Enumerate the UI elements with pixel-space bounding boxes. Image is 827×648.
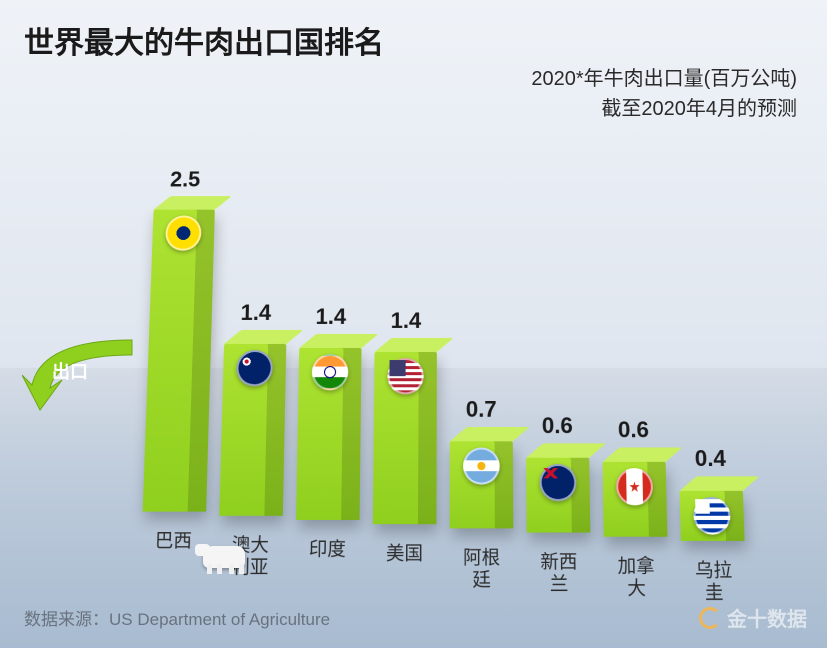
bar-value: 0.4 [678,445,742,472]
watermark-icon [699,607,721,629]
bar-category: 新西兰 [527,551,591,595]
bar-arg: 0.7阿根廷 [450,441,514,528]
bar-value: 0.7 [450,396,513,422]
bar-category: 印度 [295,539,359,561]
bar-category: 阿根廷 [450,547,514,591]
bar-value: 1.4 [300,304,362,330]
bar-nz: 0.6新西兰 [526,458,590,533]
bar-can: 0.6加拿大 [603,462,668,537]
flag-nz-icon [539,464,576,501]
flag-arg-icon [463,447,500,484]
flag-india-icon [312,354,349,390]
flag-can-icon [616,468,653,505]
flag-uru-icon [693,497,731,535]
bar-value: 0.6 [602,417,665,444]
bar-category: 美国 [372,543,436,565]
bar-value: 0.6 [526,413,589,440]
flag-usa-icon [387,358,424,394]
watermark: 金十数据 [699,603,807,632]
bar-chart: 2.5巴西1.4澳大利亚1.4印度1.4美国0.7阿根廷0.6新西兰0.6加拿大… [143,114,778,512]
watermark-text: 金十数据 [727,603,807,632]
flag-brazil-icon [165,216,202,251]
cow-icon [195,532,255,574]
bar-value: 1.4 [225,300,288,326]
bar-india: 1.4印度 [296,348,362,520]
data-source-label: 数据来源：US Department of Agriculture [24,605,330,630]
bar-value: 1.4 [375,308,437,334]
bar-brazil: 2.5巴西 [143,210,215,512]
export-label: 出口 [52,358,88,384]
bar-category: 乌拉圭 [681,560,746,604]
bar-aus: 1.4澳大利亚 [219,344,286,516]
bar-uru: 0.4乌拉圭 [680,491,745,541]
flag-aus-icon [236,350,273,386]
chart-subtitle-1: 2020*年牛肉出口量(百万公吨) [531,62,797,91]
bar-value: 2.5 [154,167,216,192]
bar-category: 加拿大 [604,556,669,600]
bar-usa: 1.4美国 [373,352,437,524]
chart-title: 世界最大的牛肉出口国排名 [24,18,384,62]
